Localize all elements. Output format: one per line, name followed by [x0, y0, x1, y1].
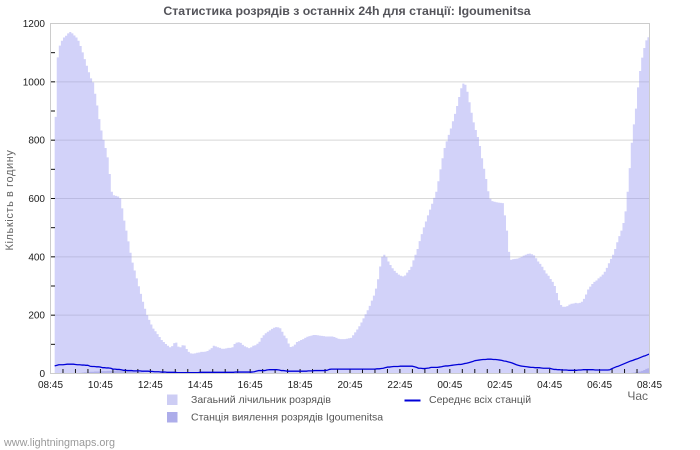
- svg-text:20:45: 20:45: [337, 380, 362, 391]
- svg-text:08:45: 08:45: [637, 380, 662, 391]
- svg-text:Час: Час: [627, 389, 648, 403]
- svg-text:04:45: 04:45: [537, 380, 562, 391]
- svg-text:1000: 1000: [23, 77, 46, 88]
- svg-text:1200: 1200: [23, 19, 46, 30]
- svg-text:08:45: 08:45: [38, 380, 63, 391]
- svg-text:Загаьний лічильник розрядів: Загаьний лічильник розрядів: [191, 394, 331, 406]
- svg-text:00:45: 00:45: [437, 380, 462, 391]
- svg-text:600: 600: [28, 194, 45, 205]
- svg-text:22:45: 22:45: [387, 380, 412, 391]
- svg-text:400: 400: [28, 252, 45, 263]
- svg-text:10:45: 10:45: [88, 380, 113, 391]
- svg-text:06:45: 06:45: [587, 380, 612, 391]
- svg-text:www.lightningmaps.org: www.lightningmaps.org: [3, 437, 115, 449]
- svg-text:14:45: 14:45: [188, 380, 213, 391]
- svg-text:Середнє всіх станцій: Середнє всіх станцій: [429, 394, 531, 406]
- svg-text:0: 0: [39, 369, 45, 380]
- svg-text:18:45: 18:45: [288, 380, 313, 391]
- svg-text:800: 800: [28, 136, 45, 147]
- svg-text:Станція виялення розрядів Igou: Станція виялення розрядів Igoumenitsa: [191, 412, 383, 424]
- svg-text:12:45: 12:45: [138, 380, 163, 391]
- svg-text:16:45: 16:45: [238, 380, 263, 391]
- svg-text:Статистика розрядів з останніх: Статистика розрядів з останніх 24h для с…: [163, 4, 530, 18]
- svg-text:02:45: 02:45: [487, 380, 512, 391]
- svg-text:Кількість в годину: Кількість в годину: [4, 149, 16, 250]
- svg-text:200: 200: [28, 311, 45, 322]
